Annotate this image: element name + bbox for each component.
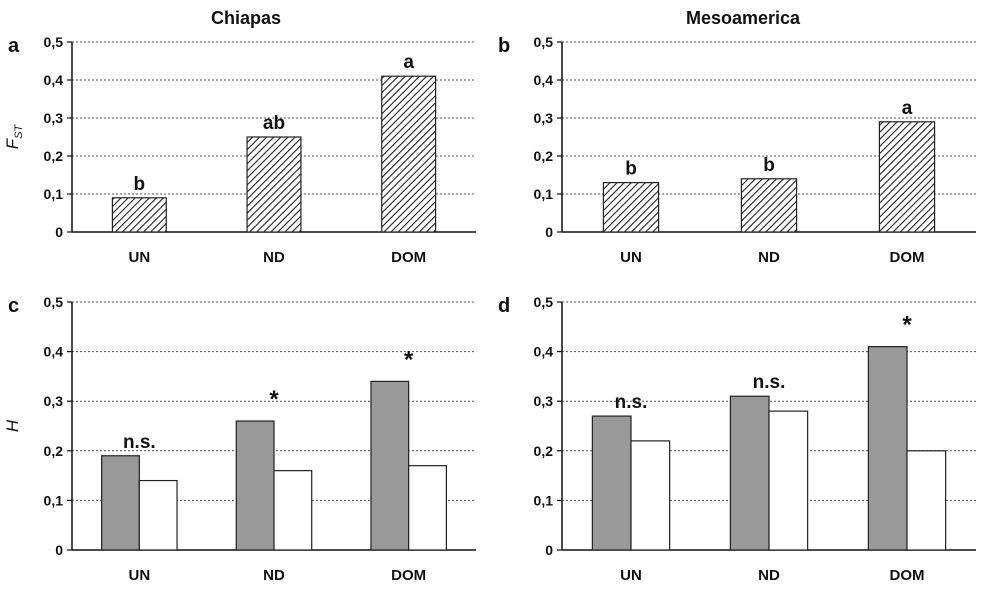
- x-tick-label: ND: [263, 249, 285, 266]
- bar-nd-series-2: [768, 410, 809, 551]
- y-tick-label: 0,5: [44, 34, 64, 50]
- x-tick-label: ND: [758, 567, 780, 584]
- significance-annotation: *: [404, 346, 414, 373]
- y-tick-label: 0,2: [44, 148, 64, 164]
- significance-annotation: ab: [263, 113, 285, 134]
- panel-c-chart: c H 0 0,1 0,2 0,3 0,4 0,5 UN n.s. ND * DOM *: [3, 294, 476, 584]
- y-tick-label: 0,5: [534, 294, 554, 310]
- bar-nd-series-1: [740, 178, 798, 233]
- bar-un-series-2: [630, 440, 671, 551]
- significance-annotation: n.s.: [615, 392, 648, 413]
- x-tick-label: ND: [758, 249, 780, 266]
- significance-annotation: b: [134, 174, 146, 195]
- y-tick-label: 0: [545, 224, 553, 240]
- panel-letter: d: [498, 295, 510, 317]
- panel-letter: a: [8, 35, 20, 57]
- bar-nd-series-1: [246, 136, 302, 233]
- y-tick-label: 0,1: [534, 186, 554, 202]
- x-tick-label: DOM: [391, 249, 426, 266]
- significance-annotation: *: [902, 312, 912, 339]
- bar-dom-series-1: [878, 121, 936, 233]
- bar-dom-series-2: [906, 450, 947, 551]
- y-tick-label: 0: [545, 542, 553, 558]
- y-tick-label: 0,4: [534, 72, 554, 88]
- x-tick-label: DOM: [391, 567, 426, 584]
- x-tick-label: UN: [128, 567, 150, 584]
- y-tick-label: 0,5: [44, 294, 64, 310]
- y-tick-label: 0,3: [534, 110, 554, 126]
- significance-annotation: a: [902, 98, 913, 119]
- x-tick-label: ND: [263, 567, 285, 584]
- y-tick-label: 0,2: [534, 443, 554, 459]
- bar-nd-series-2: [273, 470, 313, 551]
- x-tick-label: UN: [128, 249, 150, 266]
- y-tick-label: 0,1: [44, 186, 64, 202]
- panel-letter: b: [498, 35, 510, 57]
- y-tick-label: 0: [55, 542, 63, 558]
- x-tick-label: DOM: [890, 249, 925, 266]
- x-tick-label: UN: [620, 249, 642, 266]
- y-axis-label: FST: [3, 123, 25, 149]
- bar-dom-series-1: [867, 346, 908, 551]
- bar-nd-series-1: [729, 395, 770, 551]
- panel-a-chart: a FST 0 0,1 0,2 0,3 0,4 0,5 UN b ND ab DOM a: [3, 34, 476, 266]
- bar-nd-series-1: [235, 420, 275, 551]
- bar-un-series-1: [101, 455, 140, 551]
- y-tick-label: 0,3: [44, 110, 64, 126]
- significance-annotation: *: [269, 386, 279, 413]
- y-tick-label: 0,4: [44, 72, 64, 88]
- y-axis-label: H: [3, 419, 22, 432]
- bar-un-series-1: [602, 182, 660, 233]
- column-title-mesoamerica: Mesoamerica: [686, 8, 801, 28]
- bar-un-series-1: [111, 197, 167, 233]
- bar-dom-series-2: [408, 465, 447, 551]
- y-tick-label: 0,3: [534, 393, 554, 409]
- significance-annotation: n.s.: [123, 432, 156, 453]
- x-tick-label: DOM: [890, 567, 925, 584]
- x-tick-label: UN: [620, 567, 642, 584]
- significance-annotation: n.s.: [753, 372, 786, 393]
- y-tick-label: 0,5: [534, 34, 554, 50]
- significance-annotation: b: [763, 155, 775, 176]
- bar-dom-series-1: [370, 380, 410, 551]
- y-tick-label: 0,1: [44, 492, 64, 508]
- bar-un-series-2: [138, 479, 178, 551]
- y-tick-label: 0,4: [44, 344, 64, 360]
- panel-b-chart: b 0 0,1 0,2 0,3 0,4 0,5 UN b ND b DOM a: [498, 34, 976, 266]
- y-tick-label: 0,1: [534, 492, 554, 508]
- y-tick-label: 0,2: [44, 443, 64, 459]
- panel-letter: c: [8, 295, 19, 317]
- significance-annotation: b: [625, 159, 637, 180]
- y-tick-label: 0,4: [534, 344, 554, 360]
- y-tick-label: 0,3: [44, 393, 64, 409]
- bar-dom-series-1: [381, 75, 437, 233]
- y-tick-label: 0: [55, 224, 63, 240]
- panel-d-chart: d 0 0,1 0,2 0,3 0,4 0,5 UN n.s. ND n.s. DOM *: [498, 294, 976, 584]
- bar-un-series-1: [591, 415, 632, 551]
- significance-annotation: a: [403, 52, 414, 73]
- y-tick-label: 0,2: [534, 148, 554, 164]
- column-title-chiapas: Chiapas: [211, 8, 281, 28]
